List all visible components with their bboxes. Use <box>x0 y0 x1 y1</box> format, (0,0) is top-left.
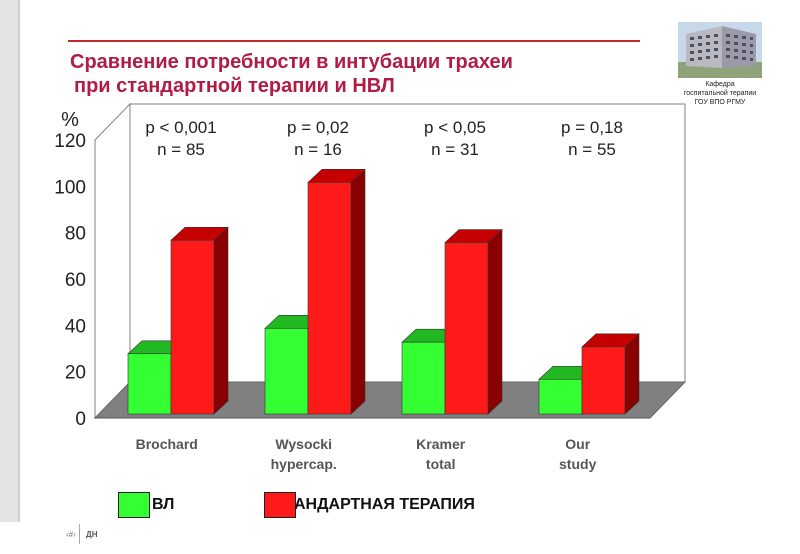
annotation-p-2: p < 0,05 <box>424 118 486 137</box>
bar-s0-c2 <box>401 341 446 415</box>
title-line-1: Сравнение потребности в интубации трахеи <box>70 51 513 73</box>
annotation-p-1: p = 0,02 <box>287 118 349 137</box>
bar-side-s1-c1 <box>350 168 366 415</box>
bar-s0-c0 <box>127 353 172 415</box>
bar-s0-c1 <box>264 327 309 415</box>
chart-left-wall <box>94 102 131 420</box>
department-block: Кафедра госпитальной терапии ГОУ ВПО РГМ… <box>660 22 780 107</box>
y-tick-label-2: 40 <box>65 316 86 337</box>
y-tick-label-1: 20 <box>65 363 86 384</box>
y-tick-label-0: 0 <box>75 409 86 430</box>
footer-text: ДН <box>86 530 98 539</box>
legend-swatch-green <box>118 492 150 518</box>
bar-side-s1-c0 <box>213 226 229 415</box>
annotation-n-0: n = 85 <box>157 140 205 159</box>
footer-divider <box>79 524 80 544</box>
y-tick-label-5: 100 <box>54 177 86 198</box>
annotation-n-1: n = 16 <box>294 140 342 159</box>
legend-label-green: ВЛ <box>152 496 175 513</box>
category-label-1-0: Wysocki <box>275 436 332 452</box>
legend-label-red: АНДАРТНАЯ ТЕРАПИЯ <box>294 496 475 513</box>
legend-swatch-red <box>264 492 296 518</box>
category-label-1-1: hypercap. <box>271 456 337 472</box>
bar-s1-c0 <box>170 239 215 415</box>
category-label-3-1: study <box>559 456 597 472</box>
building-image <box>678 22 762 78</box>
y-tick-label-4: 80 <box>65 224 86 245</box>
left-band <box>0 0 18 522</box>
title-line-2: при стандартной терапии и НВЛ <box>74 75 395 97</box>
category-label-2-0: Kramer <box>416 436 466 452</box>
annotation-n-2: n = 31 <box>431 140 479 159</box>
title-rule <box>68 40 640 42</box>
slide-title: Сравнение потребности в интубации трахеи… <box>70 50 513 98</box>
bar-side-s1-c2 <box>487 228 503 415</box>
annotation-p-3: p = 0,18 <box>561 118 623 137</box>
department-caption: Кафедра госпитальной терапии ГОУ ВПО РГМ… <box>660 80 780 107</box>
bar-s0-c3 <box>538 378 583 415</box>
y-axis-label: % <box>61 109 79 131</box>
annotation-p-0: p < 0,001 <box>145 118 216 137</box>
bar-side-s1-c3 <box>624 333 640 415</box>
annotation-n-3: n = 55 <box>568 140 616 159</box>
bar-s1-c1 <box>307 182 352 415</box>
bar-s1-c2 <box>444 242 489 415</box>
y-tick-label-6: 120 <box>54 131 86 152</box>
y-tick-label-3: 60 <box>65 270 86 291</box>
category-label-2-1: total <box>426 456 456 472</box>
department-line-3: ГОУ ВПО РГМУ <box>694 99 746 106</box>
category-label-0-0: Brochard <box>136 436 198 452</box>
department-line-2: госпитальной терапии <box>683 90 757 97</box>
department-line-1: Кафедра <box>705 81 735 88</box>
bar-s1-c3 <box>581 346 626 415</box>
slide-number: ‹#› <box>66 530 76 539</box>
category-label-3-0: Our <box>565 436 590 452</box>
left-band-divider <box>18 0 20 522</box>
